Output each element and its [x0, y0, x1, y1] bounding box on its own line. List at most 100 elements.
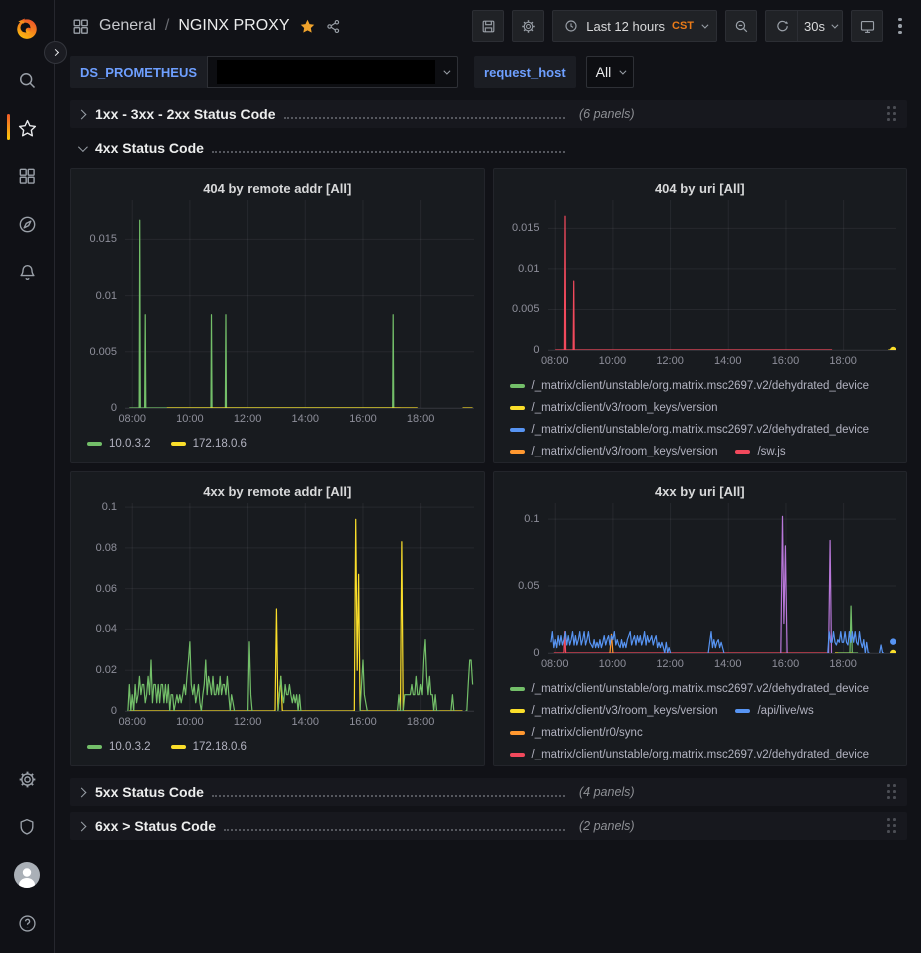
dotted-leader [211, 795, 565, 797]
breadcrumb-folder[interactable]: General [99, 17, 156, 34]
refresh-dashboard-button[interactable] [765, 10, 798, 42]
dashboard-row-5xx[interactable]: 5xx Status Code (4 panels) [70, 778, 907, 806]
y-axis: 0 0.02 0.04 0.06 0.08 0.1 [81, 501, 125, 717]
panel-title[interactable]: 4xx by remote addr [All] [203, 483, 352, 499]
chart-canvas[interactable] [547, 503, 897, 653]
legend-item[interactable]: /_matrix/client/v3/room_keys/version [509, 441, 717, 457]
row-drag-handle-icon[interactable] [887, 818, 897, 834]
legend-label: /_matrix/client/unstable/org.matrix.msc2… [531, 749, 870, 760]
legend-label: /_matrix/client/unstable/org.matrix.msc2… [531, 380, 870, 392]
save-dashboard-button[interactable] [472, 10, 505, 42]
legend-item[interactable]: /api/live/ws [735, 700, 814, 722]
row-title: 5xx Status Code [95, 784, 204, 800]
row-drag-handle-icon[interactable] [887, 784, 897, 800]
panel-legend: 10.0.3.2 172.18.0.6 [87, 734, 474, 760]
sidebar-item-configuration[interactable] [0, 755, 54, 803]
chart-plot-area[interactable] [125, 503, 474, 712]
panel-title[interactable]: 404 by uri [All] [654, 180, 745, 196]
apps-grid-icon[interactable] [71, 17, 90, 36]
legend-label: /_matrix/client/v3/room_keys/version [531, 402, 718, 414]
share-icon[interactable] [325, 18, 342, 35]
time-range-picker[interactable]: Last 12 hours CST [552, 10, 718, 42]
settings-gear-icon [522, 19, 535, 33]
legend-label: 10.0.3.2 [109, 438, 151, 450]
sidebar-bottom-group [0, 755, 54, 953]
x-axis-tick-label: 16:00 [349, 413, 377, 425]
x-axis-tick-label: 12:00 [233, 716, 262, 728]
chart-plot-area[interactable] [547, 503, 897, 654]
legend-label: /_matrix/client/v3/room_keys/version [531, 705, 718, 717]
x-axis-tick-label: 10:00 [176, 716, 204, 728]
sidebar-item-explore[interactable] [0, 200, 54, 248]
panel-header[interactable]: 4xx by uri [All] [504, 479, 897, 503]
redacted-value [217, 60, 436, 84]
y-axis-tick-label: 0 [110, 402, 117, 414]
favorite-star-icon[interactable] [299, 18, 316, 35]
y-axis-tick-label: 0.1 [524, 513, 540, 526]
panel-title[interactable]: 404 by remote addr [All] [203, 180, 352, 196]
legend-item[interactable]: /_matrix/client/r0/sync [509, 722, 643, 744]
legend-item[interactable]: /_matrix/client/v3/room_keys/version [509, 700, 718, 722]
legend-item[interactable]: /_matrix/client/unstable/org.matrix.msc2… [509, 419, 870, 441]
datasource-select[interactable] [207, 56, 459, 88]
dashboard-row-6xx[interactable]: 6xx > Status Code (2 panels) [70, 812, 907, 840]
panel-header[interactable]: 404 by uri [All] [504, 176, 897, 200]
sidebar-item-starred[interactable] [0, 104, 54, 152]
sidebar-item-help[interactable] [0, 899, 54, 947]
sidebar-item-search[interactable] [0, 56, 54, 104]
panel-header[interactable]: 4xx by remote addr [All] [81, 479, 474, 503]
more-options-kebab-menu[interactable] [891, 17, 909, 35]
panel-header[interactable]: 404 by remote addr [All] [81, 176, 474, 200]
request-host-select[interactable]: All [585, 56, 635, 88]
cycle-view-mode-button[interactable] [851, 10, 883, 42]
expand-sidebar-button[interactable] [44, 41, 67, 64]
chevron-down-icon [619, 67, 627, 75]
grafana-logo[interactable] [0, 0, 54, 56]
legend-label: /_matrix/client/unstable/org.matrix.msc2… [531, 424, 870, 436]
refresh-icon [776, 20, 788, 32]
row-drag-handle-icon[interactable] [887, 106, 897, 122]
sidebar-item-profile[interactable] [0, 851, 54, 899]
dashboard-row-1xx-3xx-2xx[interactable]: 1xx - 3xx - 2xx Status Code (6 panels) [70, 100, 907, 128]
sidebar-item-server-admin[interactable] [0, 803, 54, 851]
chart-plot-area[interactable] [125, 200, 474, 409]
y-axis: 0 0.005 0.01 0.015 [81, 200, 125, 414]
legend-item[interactable]: 172.18.0.6 [170, 433, 247, 455]
sidebar [0, 0, 55, 953]
top-navigation: General / NGINX PROXY [55, 0, 921, 52]
legend-item[interactable]: /_matrix/client/unstable/org.matrix.msc2… [509, 375, 870, 397]
refresh-interval-dropdown[interactable]: 30s [797, 10, 843, 42]
sidebar-item-dashboards[interactable] [0, 152, 54, 200]
chart-canvas[interactable] [547, 200, 897, 350]
y-axis-tick-label: 0.015 [511, 222, 540, 235]
dashboard-row-4xx[interactable]: 4xx Status Code [70, 134, 907, 162]
legend-item[interactable]: 10.0.3.2 [87, 736, 151, 758]
legend-swatch-icon [170, 745, 186, 749]
legend-swatch-icon [509, 753, 525, 757]
panel-title[interactable]: 4xx by uri [All] [654, 483, 745, 499]
chart-canvas[interactable] [125, 503, 474, 711]
legend-item[interactable]: 10.0.3.2 [87, 433, 151, 455]
variable-label[interactable]: request_host [474, 56, 576, 88]
variable-label[interactable]: DS_PROMETHEUS [70, 56, 208, 88]
y-axis: 0 0.005 0.01 0.015 [504, 200, 548, 356]
dashboard-settings-button[interactable] [512, 10, 545, 42]
variable-request-host: request_host All [474, 56, 635, 88]
dashboard-title[interactable]: NGINX PROXY [178, 17, 290, 34]
row-panel-count: (4 panels) [579, 785, 635, 799]
panel-4xx-by-remote-addr: 4xx by remote addr [All] 0 0.02 0.04 0.06 0.… [70, 471, 485, 766]
dashboard-scroll-area[interactable]: 1xx - 3xx - 2xx Status Code (6 panels) 4… [55, 92, 921, 953]
chart-canvas[interactable] [125, 200, 474, 408]
zoom-out-time-button[interactable] [725, 10, 758, 42]
legend-item[interactable]: /sw.js [735, 441, 786, 457]
panel-legend: /_matrix/client/unstable/org.matrix.msc2… [509, 373, 897, 457]
chart-plot-area[interactable] [547, 200, 897, 351]
legend-item[interactable]: /_matrix/client/v3/room_keys/version [509, 397, 718, 419]
legend-item[interactable]: /_matrix/client/unstable/org.matrix.msc2… [509, 678, 869, 700]
timezone-label: CST [672, 20, 695, 32]
legend-swatch-icon [509, 731, 525, 735]
y-axis-tick-label: 0 [110, 705, 117, 717]
legend-item[interactable]: 172.18.0.6 [170, 736, 247, 758]
sidebar-item-alerting[interactable] [0, 248, 54, 296]
legend-item[interactable]: /_matrix/client/unstable/org.matrix.msc2… [509, 744, 870, 760]
